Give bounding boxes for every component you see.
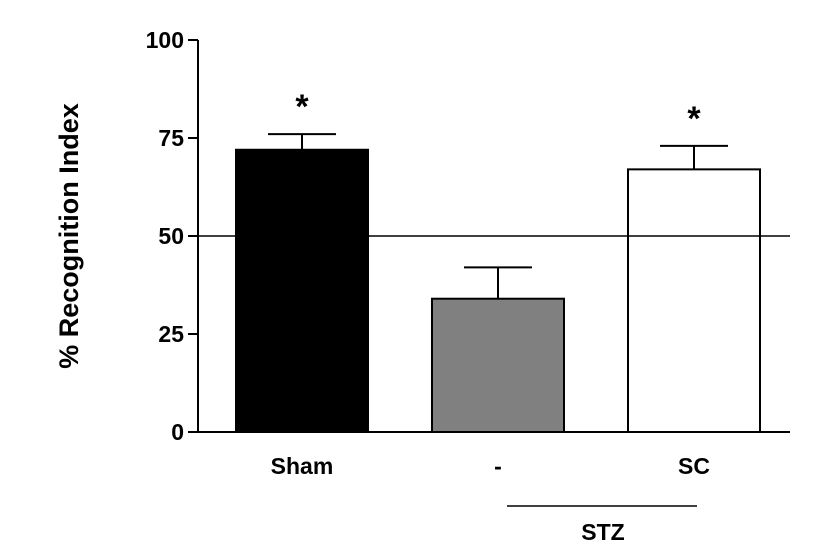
bar-2 bbox=[431, 297, 565, 433]
y-tick-label: 50 bbox=[158, 223, 184, 249]
y-tick-label: 75 bbox=[158, 125, 184, 151]
y-tick-label: 100 bbox=[146, 27, 184, 53]
significance-marker-1: * bbox=[295, 88, 309, 126]
x-tick-label-1: Sham bbox=[271, 453, 334, 479]
bar-1 bbox=[235, 148, 369, 433]
bar-3 bbox=[627, 168, 761, 434]
y-axis-label: % Recognition Index bbox=[54, 103, 84, 369]
group-label-stz: STZ bbox=[581, 519, 624, 545]
y-tick-label: 0 bbox=[171, 419, 184, 445]
significance-marker-3: * bbox=[687, 100, 701, 138]
x-tick-label-3: SC bbox=[678, 453, 710, 479]
x-tick-label-2: - bbox=[494, 453, 502, 479]
y-tick-label: 25 bbox=[158, 321, 184, 347]
